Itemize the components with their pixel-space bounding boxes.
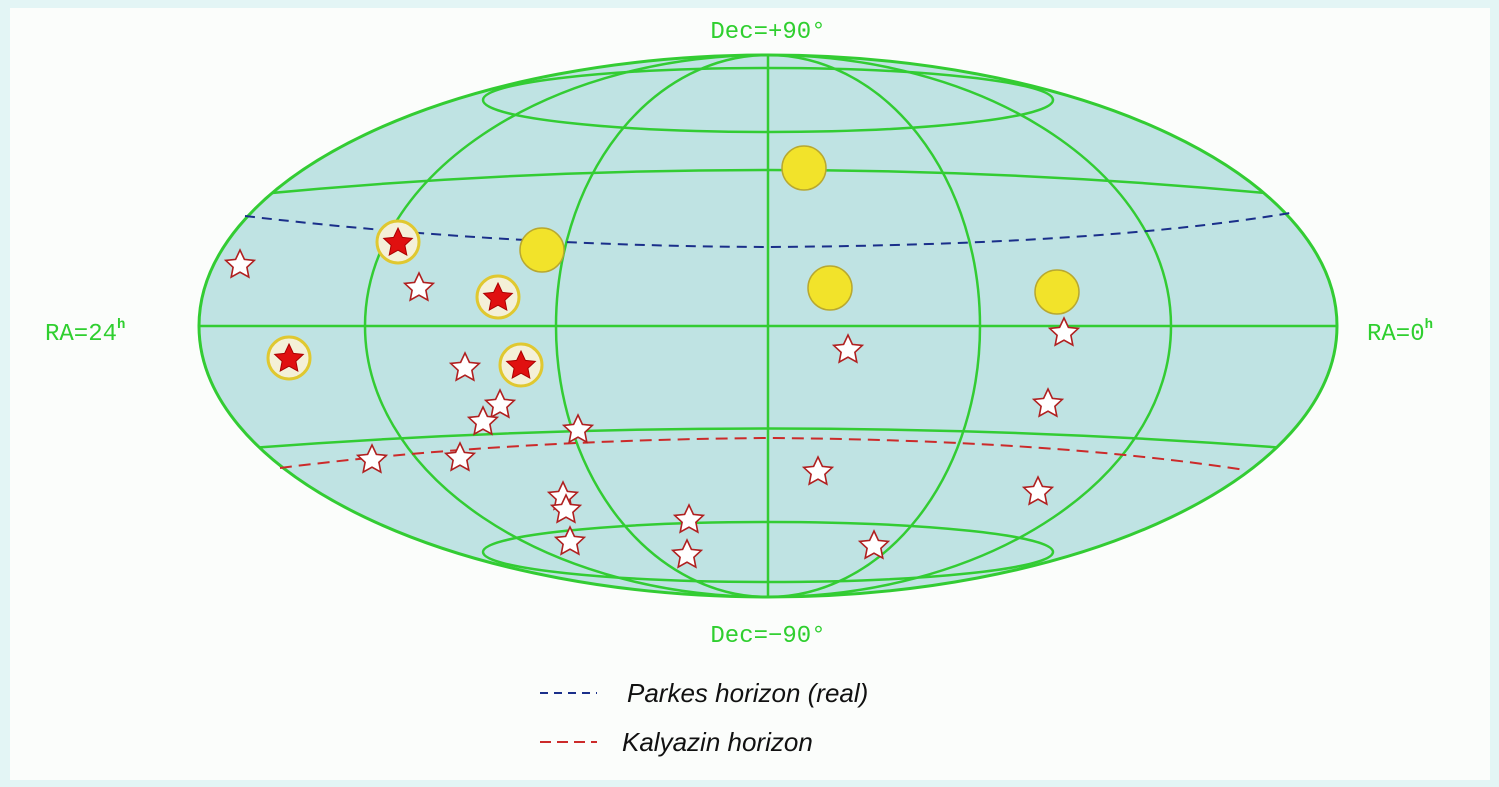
meridian <box>363 55 1173 597</box>
source-disk <box>781 145 827 191</box>
meridian <box>554 55 982 597</box>
sources <box>224 145 1080 568</box>
parallel <box>199 168 1337 202</box>
label-text: RA=24 <box>45 321 117 348</box>
label-sup: h <box>117 317 125 333</box>
source-disk <box>519 227 565 273</box>
label-dec-north: Dec=+90° <box>710 19 825 46</box>
label-sup: h <box>1425 317 1433 333</box>
parkes-horizon <box>244 212 1291 249</box>
source-disk <box>1034 269 1080 315</box>
source-disk <box>807 265 853 311</box>
legend-label: Parkes horizon (real) <box>627 678 868 708</box>
label-text: RA=0 <box>1367 321 1425 348</box>
parallel <box>481 520 1055 584</box>
label-dec-south: Dec=−90° <box>710 623 825 650</box>
label-ra-right: RA=0h <box>1367 317 1433 348</box>
graticule <box>199 55 1337 597</box>
legend-label: Kalyazin horizon <box>622 727 813 757</box>
parallel <box>199 427 1337 454</box>
kalyazin-horizon <box>279 436 1246 471</box>
parallel <box>481 66 1055 134</box>
label-ra-left: RA=24h <box>45 317 125 348</box>
